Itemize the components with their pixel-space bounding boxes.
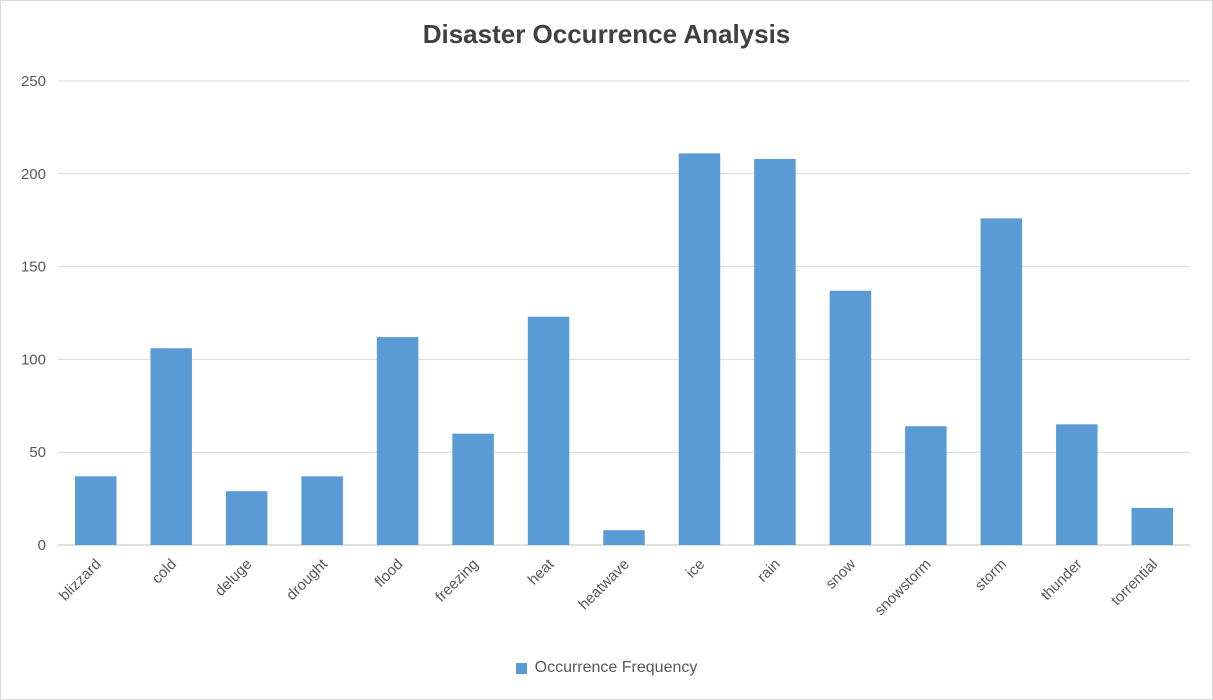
x-tick-label: snowstorm [871, 556, 934, 619]
bar [301, 476, 343, 545]
x-tick-label: blizzard [56, 556, 105, 605]
x-tick-label: thunder [1038, 556, 1086, 604]
bar [829, 290, 872, 545]
bar [678, 153, 721, 545]
x-tick-label: flood [371, 556, 406, 591]
y-tick-label: 100 [21, 351, 46, 368]
x-tick-label: freezing [432, 556, 482, 606]
bar [754, 158, 796, 545]
bar [150, 348, 192, 545]
x-tick-label: deluge [212, 556, 256, 600]
bar [603, 530, 645, 545]
x-tick-label: cold [149, 556, 180, 587]
bar [1056, 424, 1098, 545]
bar [452, 433, 494, 545]
x-tick-label: rain [754, 556, 784, 586]
x-tick-label: heatwave [575, 556, 632, 613]
legend-swatch [515, 662, 527, 674]
x-tick-label: storm [972, 556, 1011, 595]
bar [905, 426, 947, 545]
bar [225, 491, 268, 545]
y-tick-label: 200 [21, 166, 46, 183]
x-tick-label: snow [822, 556, 859, 593]
legend: Occurrence Frequency [1, 659, 1212, 677]
bar [74, 476, 117, 545]
x-tick-label: drought [283, 555, 332, 604]
x-tick-label: heat [525, 555, 558, 588]
y-tick-label: 0 [38, 537, 46, 554]
x-tick-label: torrential [1108, 556, 1161, 609]
y-tick-label: 150 [21, 259, 46, 276]
x-tick-label: ice [683, 556, 709, 582]
bar [980, 218, 1023, 545]
legend-label: Occurrence Frequency [534, 659, 698, 676]
y-tick-label: 250 [21, 73, 46, 90]
bar [527, 316, 570, 545]
chart-title: Disaster Occurrence Analysis [422, 19, 791, 49]
bar [376, 337, 419, 545]
y-tick-label: 50 [29, 444, 46, 461]
bar [1131, 507, 1174, 545]
